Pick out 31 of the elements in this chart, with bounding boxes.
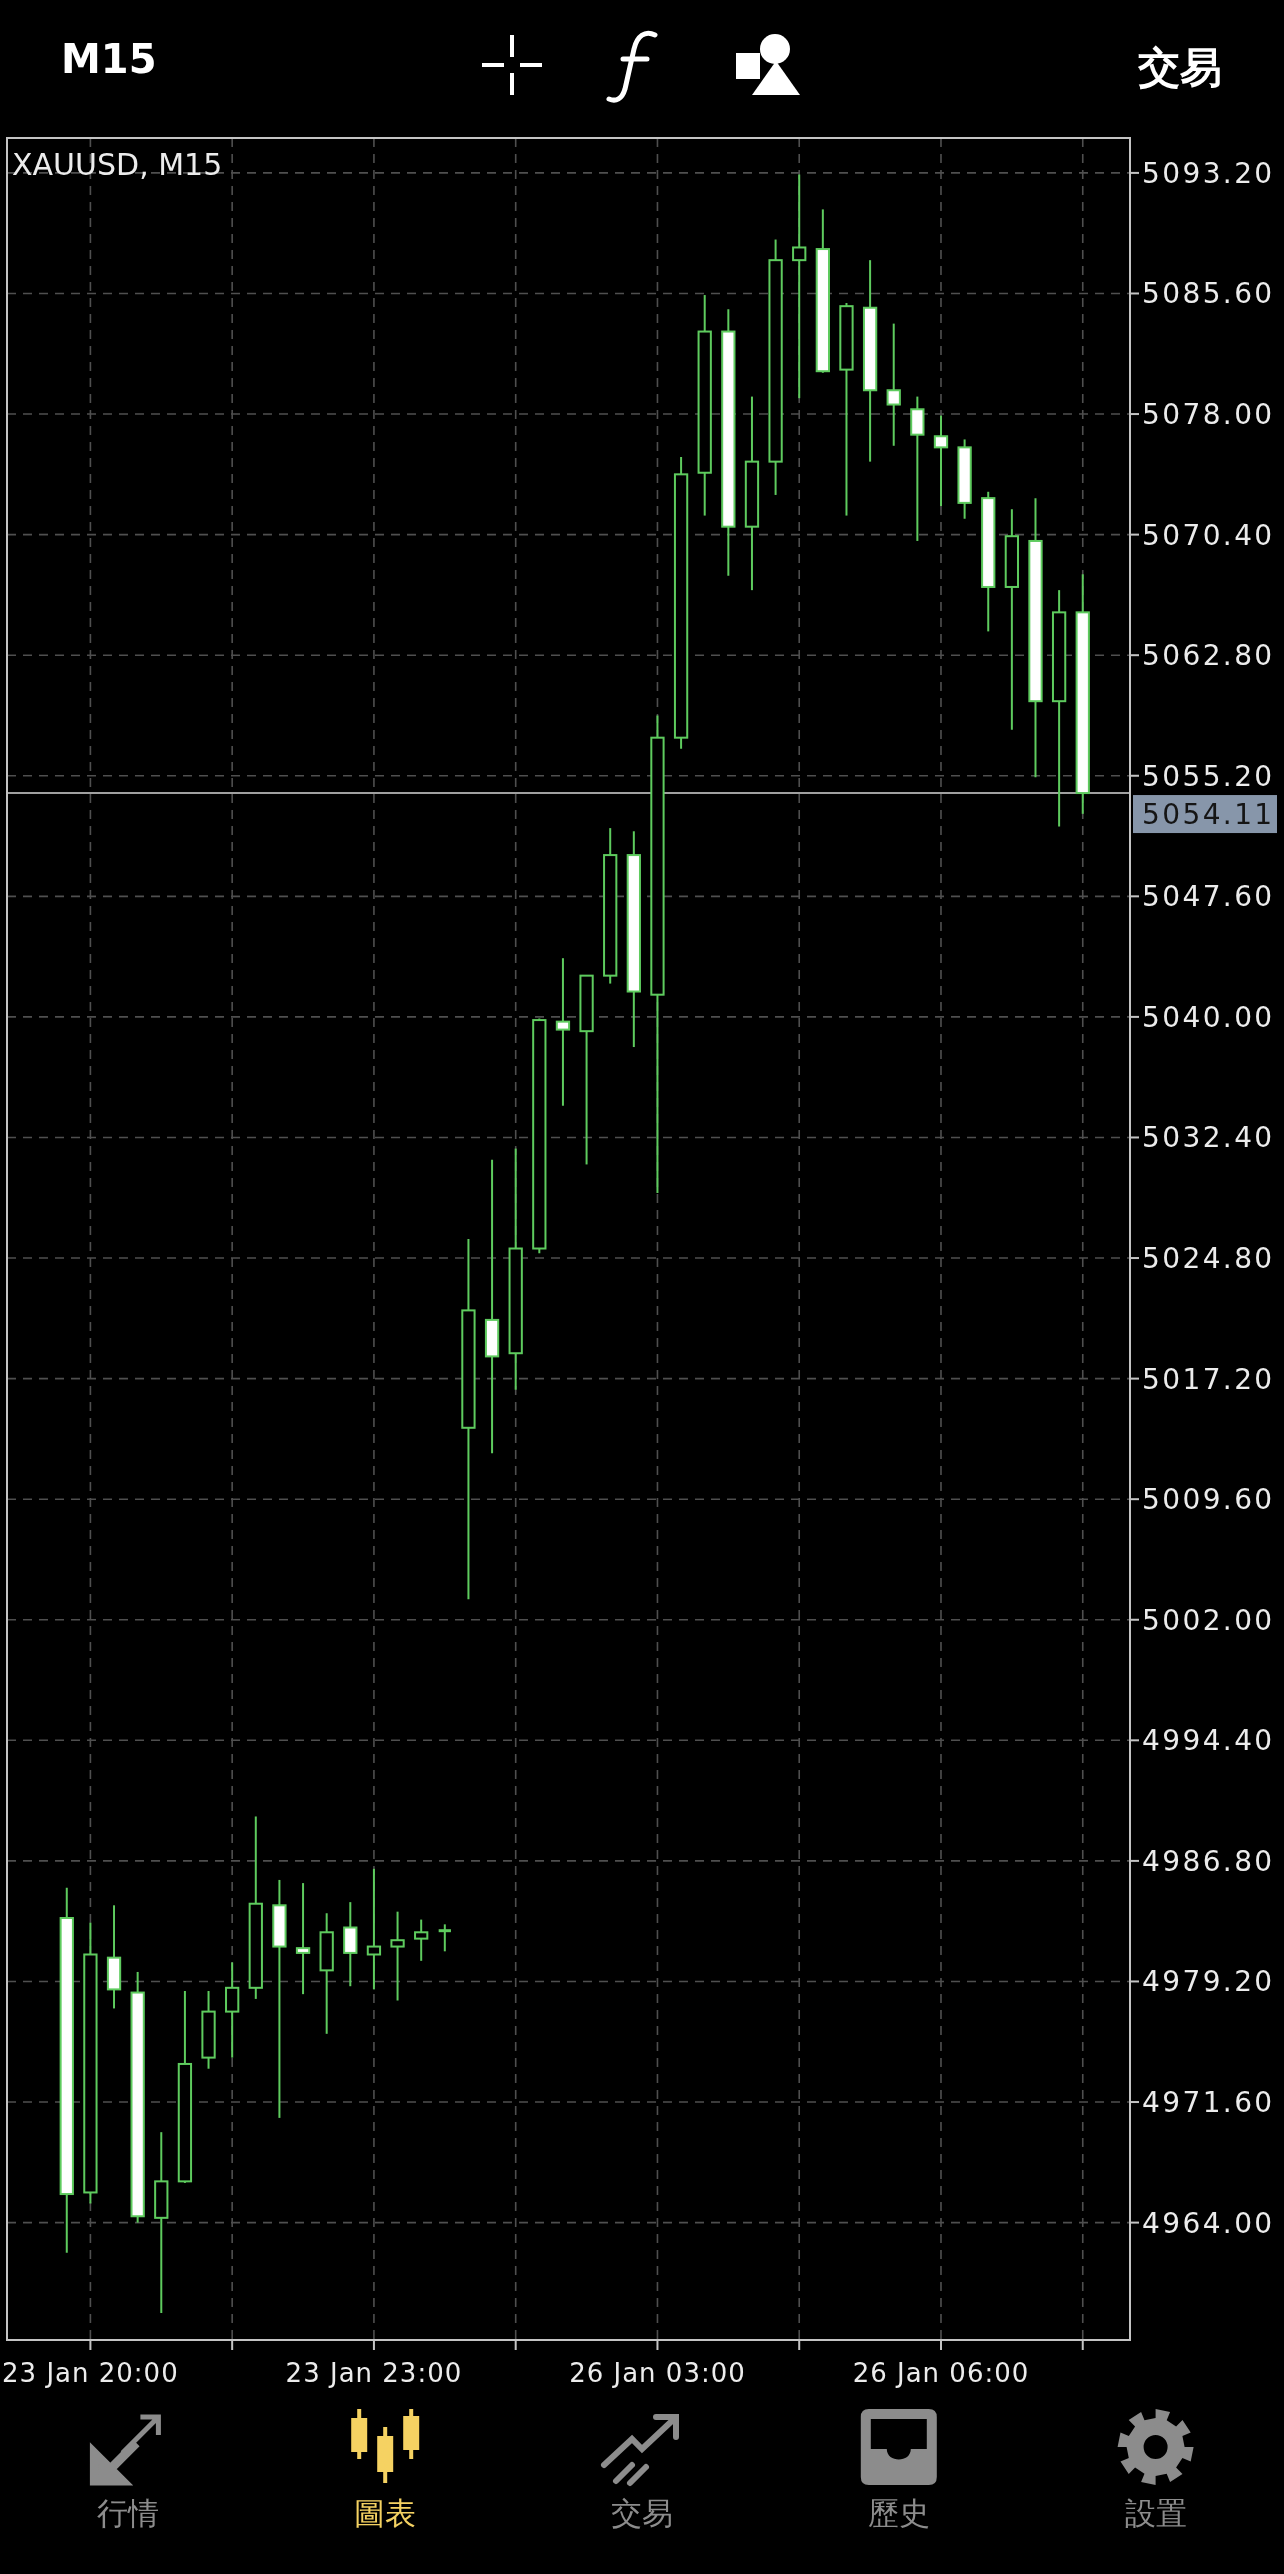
y-tick-label: 5024.80 bbox=[1142, 1242, 1275, 1276]
y-tick-label: 4971.60 bbox=[1142, 2086, 1275, 2120]
text: M15 bbox=[61, 36, 157, 82]
y-tick-label: 5009.60 bbox=[1142, 1483, 1275, 1517]
text: 圖表 bbox=[354, 2495, 417, 2531]
y-tick-label: 5032.40 bbox=[1142, 1121, 1275, 1155]
y-tick-label: 5078.00 bbox=[1142, 398, 1275, 432]
chart-title: XAUUSD, M15 bbox=[12, 147, 223, 182]
x-tick-label: 23 Jan 20:00 bbox=[2, 2358, 179, 2388]
x-tick-label: 23 Jan 23:00 bbox=[285, 2358, 463, 2388]
text: 交易 bbox=[1137, 43, 1222, 92]
x-tick-label: 26 Jan 06:00 bbox=[852, 2358, 1030, 2388]
text: 交易 bbox=[611, 2495, 673, 2531]
text: 設置 bbox=[1124, 2495, 1187, 2531]
text: 行情 bbox=[97, 2495, 160, 2531]
y-tick-label: 5062.80 bbox=[1142, 639, 1275, 673]
y-tick-label: 4994.40 bbox=[1142, 1724, 1275, 1758]
y-tick-label: 5055.20 bbox=[1142, 759, 1275, 793]
y-tick-label: 5017.20 bbox=[1142, 1362, 1275, 1396]
y-tick-label: 5085.60 bbox=[1142, 277, 1275, 311]
y-tick-label: 5093.20 bbox=[1142, 156, 1275, 190]
x-tick-label: 26 Jan 03:00 bbox=[569, 2358, 746, 2388]
y-tick-label: 4986.80 bbox=[1142, 1844, 1275, 1878]
y-tick-label: 4979.20 bbox=[1142, 1965, 1275, 1999]
y-tick-label: 5002.00 bbox=[1142, 1603, 1275, 1637]
y-tick-label: 5047.60 bbox=[1142, 880, 1275, 914]
y-tick-label: 5070.40 bbox=[1142, 518, 1275, 552]
y-tick-label: 4964.00 bbox=[1142, 2206, 1275, 2240]
text: 歷史 bbox=[867, 2495, 930, 2531]
ref-line-label: 5054.11 bbox=[1142, 798, 1275, 832]
y-tick-label: 5040.00 bbox=[1142, 1000, 1275, 1034]
